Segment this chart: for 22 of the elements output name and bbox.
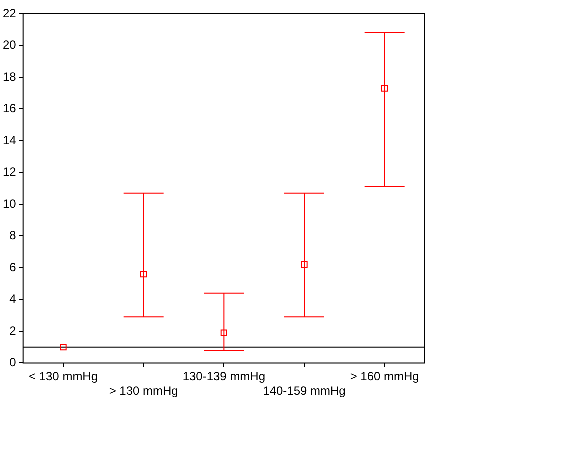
y-tick-label: 8	[10, 228, 17, 243]
x-tick-label: 130-139 mmHg	[182, 370, 266, 384]
y-tick-label: 10	[2, 196, 17, 211]
y-tick-label: 6	[10, 260, 17, 274]
x-tick-label: 140-159 mmHg	[263, 384, 346, 398]
y-tick-label: 2	[10, 324, 17, 338]
y-tick-label: 14	[2, 133, 17, 148]
y-tick-label: 4	[10, 292, 17, 306]
point	[220, 330, 228, 336]
point	[382, 85, 388, 92]
x-tick-label: > 160 mmHg	[350, 370, 420, 384]
x-tick-label: < 130 mmHg	[28, 370, 98, 384]
y-tick-label: 20	[2, 38, 17, 52]
y-tick-label: 16	[2, 102, 17, 116]
y-tick-label: 12	[2, 165, 17, 180]
point	[60, 344, 67, 351]
point	[140, 270, 148, 278]
y-tick-label: 0	[10, 356, 17, 370]
y-tick-label: 18	[2, 70, 17, 84]
y-tick-label: 22	[2, 6, 17, 20]
point	[301, 261, 308, 268]
x-tick-label: > 130 mmHg	[109, 384, 178, 398]
